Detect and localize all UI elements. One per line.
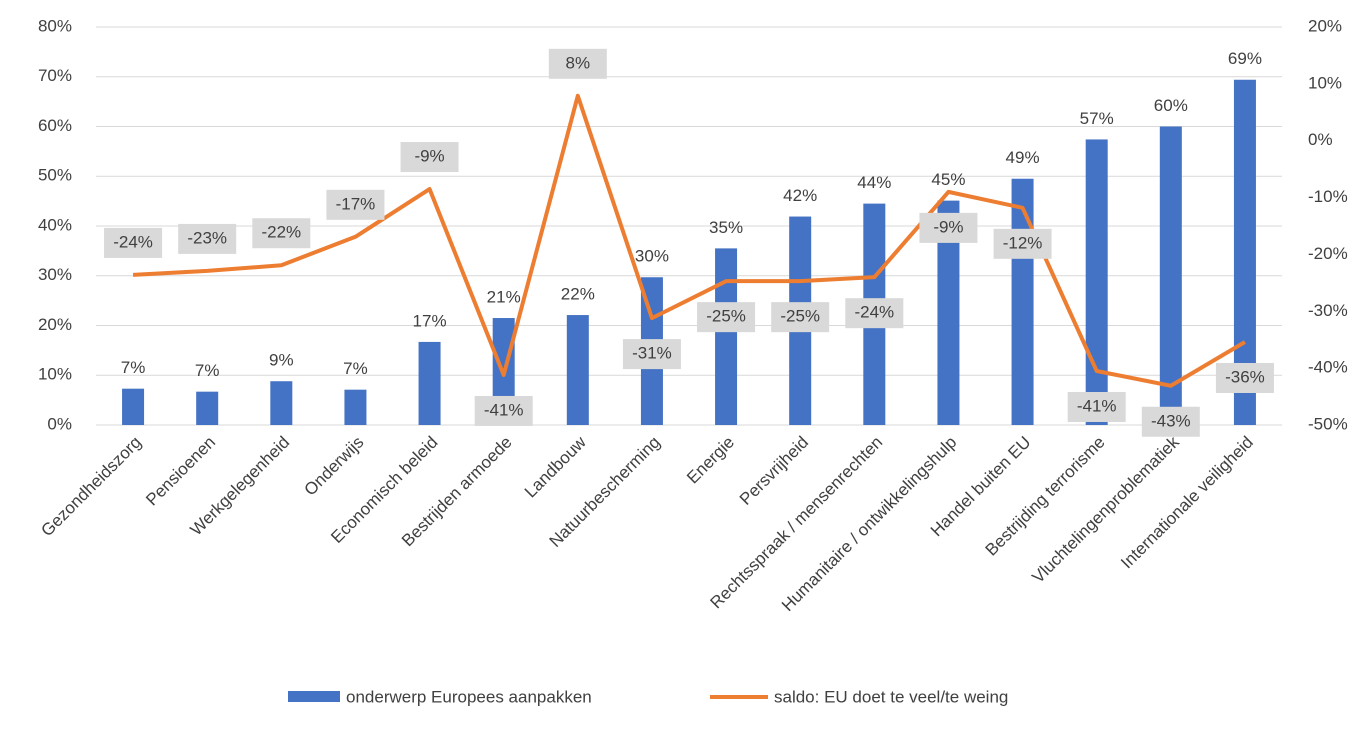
y2-tick-label: 0%	[1308, 130, 1333, 149]
bar-value-label: 57%	[1080, 109, 1114, 128]
y2-tick-label: -20%	[1308, 244, 1348, 263]
bar	[196, 391, 219, 425]
y-tick-label: 50%	[38, 166, 72, 185]
line-label-box	[919, 212, 978, 243]
bar-value-label: 30%	[635, 247, 669, 266]
line-label-box	[548, 48, 607, 79]
bar-value-label: 60%	[1154, 96, 1188, 115]
line-label-box	[993, 228, 1052, 259]
line-label-box	[1215, 362, 1274, 393]
line-label-box	[474, 395, 533, 426]
bar	[1011, 178, 1034, 425]
bar	[1159, 126, 1182, 425]
line-label-box	[178, 223, 237, 254]
line-value-label: -25%	[706, 307, 746, 326]
bar-value-label: 7%	[195, 361, 220, 380]
x-tick-label: Energie	[683, 433, 738, 488]
bar-value-label: 9%	[269, 351, 294, 370]
y2-tick-label: -30%	[1308, 301, 1348, 320]
bar	[1085, 139, 1108, 425]
y-tick-label: 20%	[38, 315, 72, 334]
line-label-box	[104, 227, 163, 258]
line-label-box	[400, 142, 459, 173]
bar-value-label: 17%	[413, 311, 447, 330]
y-tick-label: 10%	[38, 365, 72, 384]
y-tick-label: 0%	[47, 414, 72, 433]
x-tick-label: Pensioenen	[142, 433, 219, 510]
line-label-box	[252, 218, 311, 249]
bar-value-label: 45%	[931, 170, 965, 189]
line-label-box	[622, 339, 681, 370]
bar	[122, 388, 145, 425]
bar-value-label: 21%	[487, 288, 521, 307]
line-value-label: -12%	[1003, 233, 1043, 252]
bar-value-label: 35%	[709, 218, 743, 237]
x-tick-label: Vluchtelingenproblematiek	[1028, 432, 1183, 587]
bar-value-label: 44%	[857, 173, 891, 192]
line-series	[132, 93, 1246, 388]
line-value-label: -36%	[1225, 367, 1265, 386]
bar-value-label: 42%	[783, 186, 817, 205]
bar	[566, 315, 589, 425]
bar	[1233, 79, 1256, 426]
y2-tick-label: 10%	[1308, 73, 1342, 92]
legend-label: saldo: EU doet te veel/te weing	[774, 687, 1008, 706]
x-tick-label: Landbouw	[521, 432, 590, 501]
line-label-box	[1067, 391, 1126, 422]
line-label-box	[771, 302, 830, 333]
y2-tick-label: -50%	[1308, 414, 1348, 433]
line-value-label: -24%	[113, 232, 153, 251]
line-value-label: -24%	[854, 303, 894, 322]
bar-value-label: 69%	[1228, 49, 1262, 68]
bar-value-label: 7%	[121, 358, 146, 377]
bar	[418, 341, 441, 425]
legend-swatch	[288, 691, 340, 702]
legend-label: onderwerp Europees aanpakken	[346, 687, 592, 706]
line-label-box	[326, 189, 385, 220]
line-value-label: -22%	[261, 223, 301, 242]
bar	[937, 200, 960, 425]
line-value-label: -43%	[1151, 411, 1191, 430]
y-tick-label: 30%	[38, 265, 72, 284]
bar-value-label: 22%	[561, 285, 595, 304]
line-label-box	[1141, 406, 1200, 437]
line-value-label: -23%	[187, 228, 227, 247]
y-tick-label: 60%	[38, 116, 72, 135]
x-tick-label: Internationale veiligheid	[1117, 433, 1257, 573]
line-value-label: -25%	[780, 307, 820, 326]
bar	[270, 381, 293, 425]
line-value-label: -9%	[414, 147, 444, 166]
x-tick-label: Gezondheidszorg	[37, 433, 145, 541]
x-tick-label: Persvrijheid	[736, 433, 812, 509]
y2-tick-label: -40%	[1308, 358, 1348, 377]
bar-value-label: 7%	[343, 359, 368, 378]
line-value-label: 8%	[566, 53, 591, 72]
x-tick-label: Onderwijs	[301, 433, 368, 500]
y-tick-label: 40%	[38, 215, 72, 234]
line-value-label: -31%	[632, 344, 672, 363]
bar-value-label: 49%	[1006, 148, 1040, 167]
line-value-label: -9%	[933, 217, 963, 236]
y2-tick-label: -10%	[1308, 187, 1348, 206]
bar	[715, 248, 738, 425]
line-label-box	[845, 298, 904, 329]
y2-tick-label: 20%	[1308, 16, 1342, 35]
bar	[344, 389, 367, 425]
line-value-label: -17%	[336, 194, 376, 213]
y-tick-label: 70%	[38, 66, 72, 85]
y-tick-label: 80%	[38, 16, 72, 35]
line-label-box	[697, 302, 756, 333]
line-value-label: -41%	[484, 400, 524, 419]
line-value-label: -41%	[1077, 396, 1117, 415]
